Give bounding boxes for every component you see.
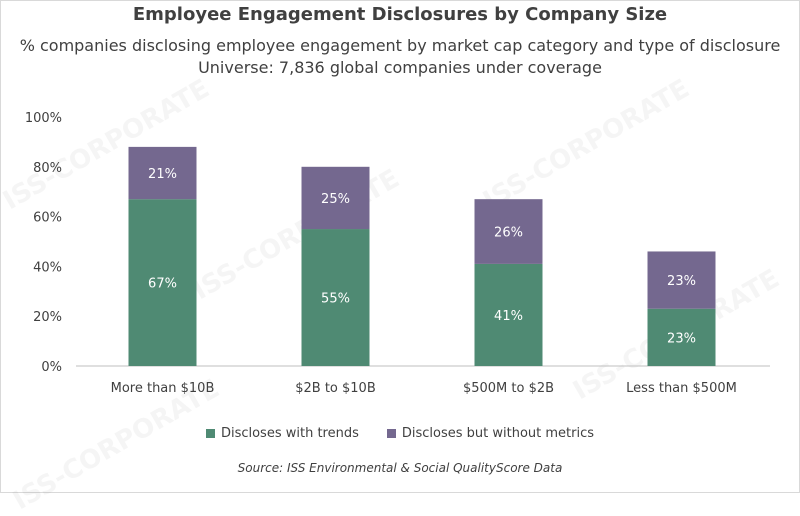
legend-item-trends: Discloses with trends [205, 426, 359, 441]
x-tick-label: $500M to $2B [463, 381, 554, 396]
bar-segment-trends [647, 308, 716, 366]
data-label: 23% [667, 274, 696, 289]
bar-segment-no-metrics [128, 146, 197, 200]
bar-segment-trends [301, 229, 370, 366]
data-label: 41% [494, 309, 523, 324]
stacked-bar-chart: 0% 20% 40% 60% 80% 100% 67% 21% More than $10B 55… [25, 111, 770, 396]
y-tick-label: 100% [25, 111, 62, 126]
data-label: 55% [321, 292, 350, 307]
data-label: 25% [321, 192, 350, 207]
bar-segment-no-metrics [647, 251, 716, 309]
bar-segment-trends [474, 263, 543, 366]
data-label: 26% [494, 226, 523, 241]
y-tick-label: 20% [33, 310, 62, 325]
legend-item-no-metrics: Discloses but without metrics [386, 426, 595, 441]
y-tick-label: 60% [33, 211, 62, 226]
chart-source: Source: ISS Environmental & Social Quali… [237, 461, 563, 475]
x-tick-label: More than $10B [111, 381, 215, 396]
y-tick-label: 40% [33, 260, 62, 275]
x-tick-label: Less than $500M [626, 381, 737, 396]
data-label: 67% [148, 277, 177, 292]
legend-swatch-trends [205, 429, 215, 438]
y-tick-label: 0% [41, 360, 62, 375]
x-tick-label: $2B to $10B [295, 381, 376, 396]
bar-segment-no-metrics [474, 199, 543, 264]
data-label: 23% [667, 331, 696, 346]
chart-title: Employee Engagement Disclosures by Compa… [132, 4, 668, 25]
legend-label-trends: Discloses with trends [220, 426, 359, 441]
bar-segment-no-metrics [301, 166, 370, 230]
y-tick-label: 80% [33, 161, 62, 176]
bar-segment-trends [128, 199, 197, 366]
chart-universe-note: Universe: 7,836 global companies under c… [198, 58, 602, 77]
chart-legend: Discloses with trends Discloses but with… [0, 426, 800, 441]
data-label: 21% [148, 167, 177, 182]
chart-subtitle: % companies disclosing employee engageme… [19, 36, 781, 55]
legend-swatch-no-metrics [386, 429, 396, 438]
legend-label-no-metrics: Discloses but without metrics [401, 426, 595, 441]
